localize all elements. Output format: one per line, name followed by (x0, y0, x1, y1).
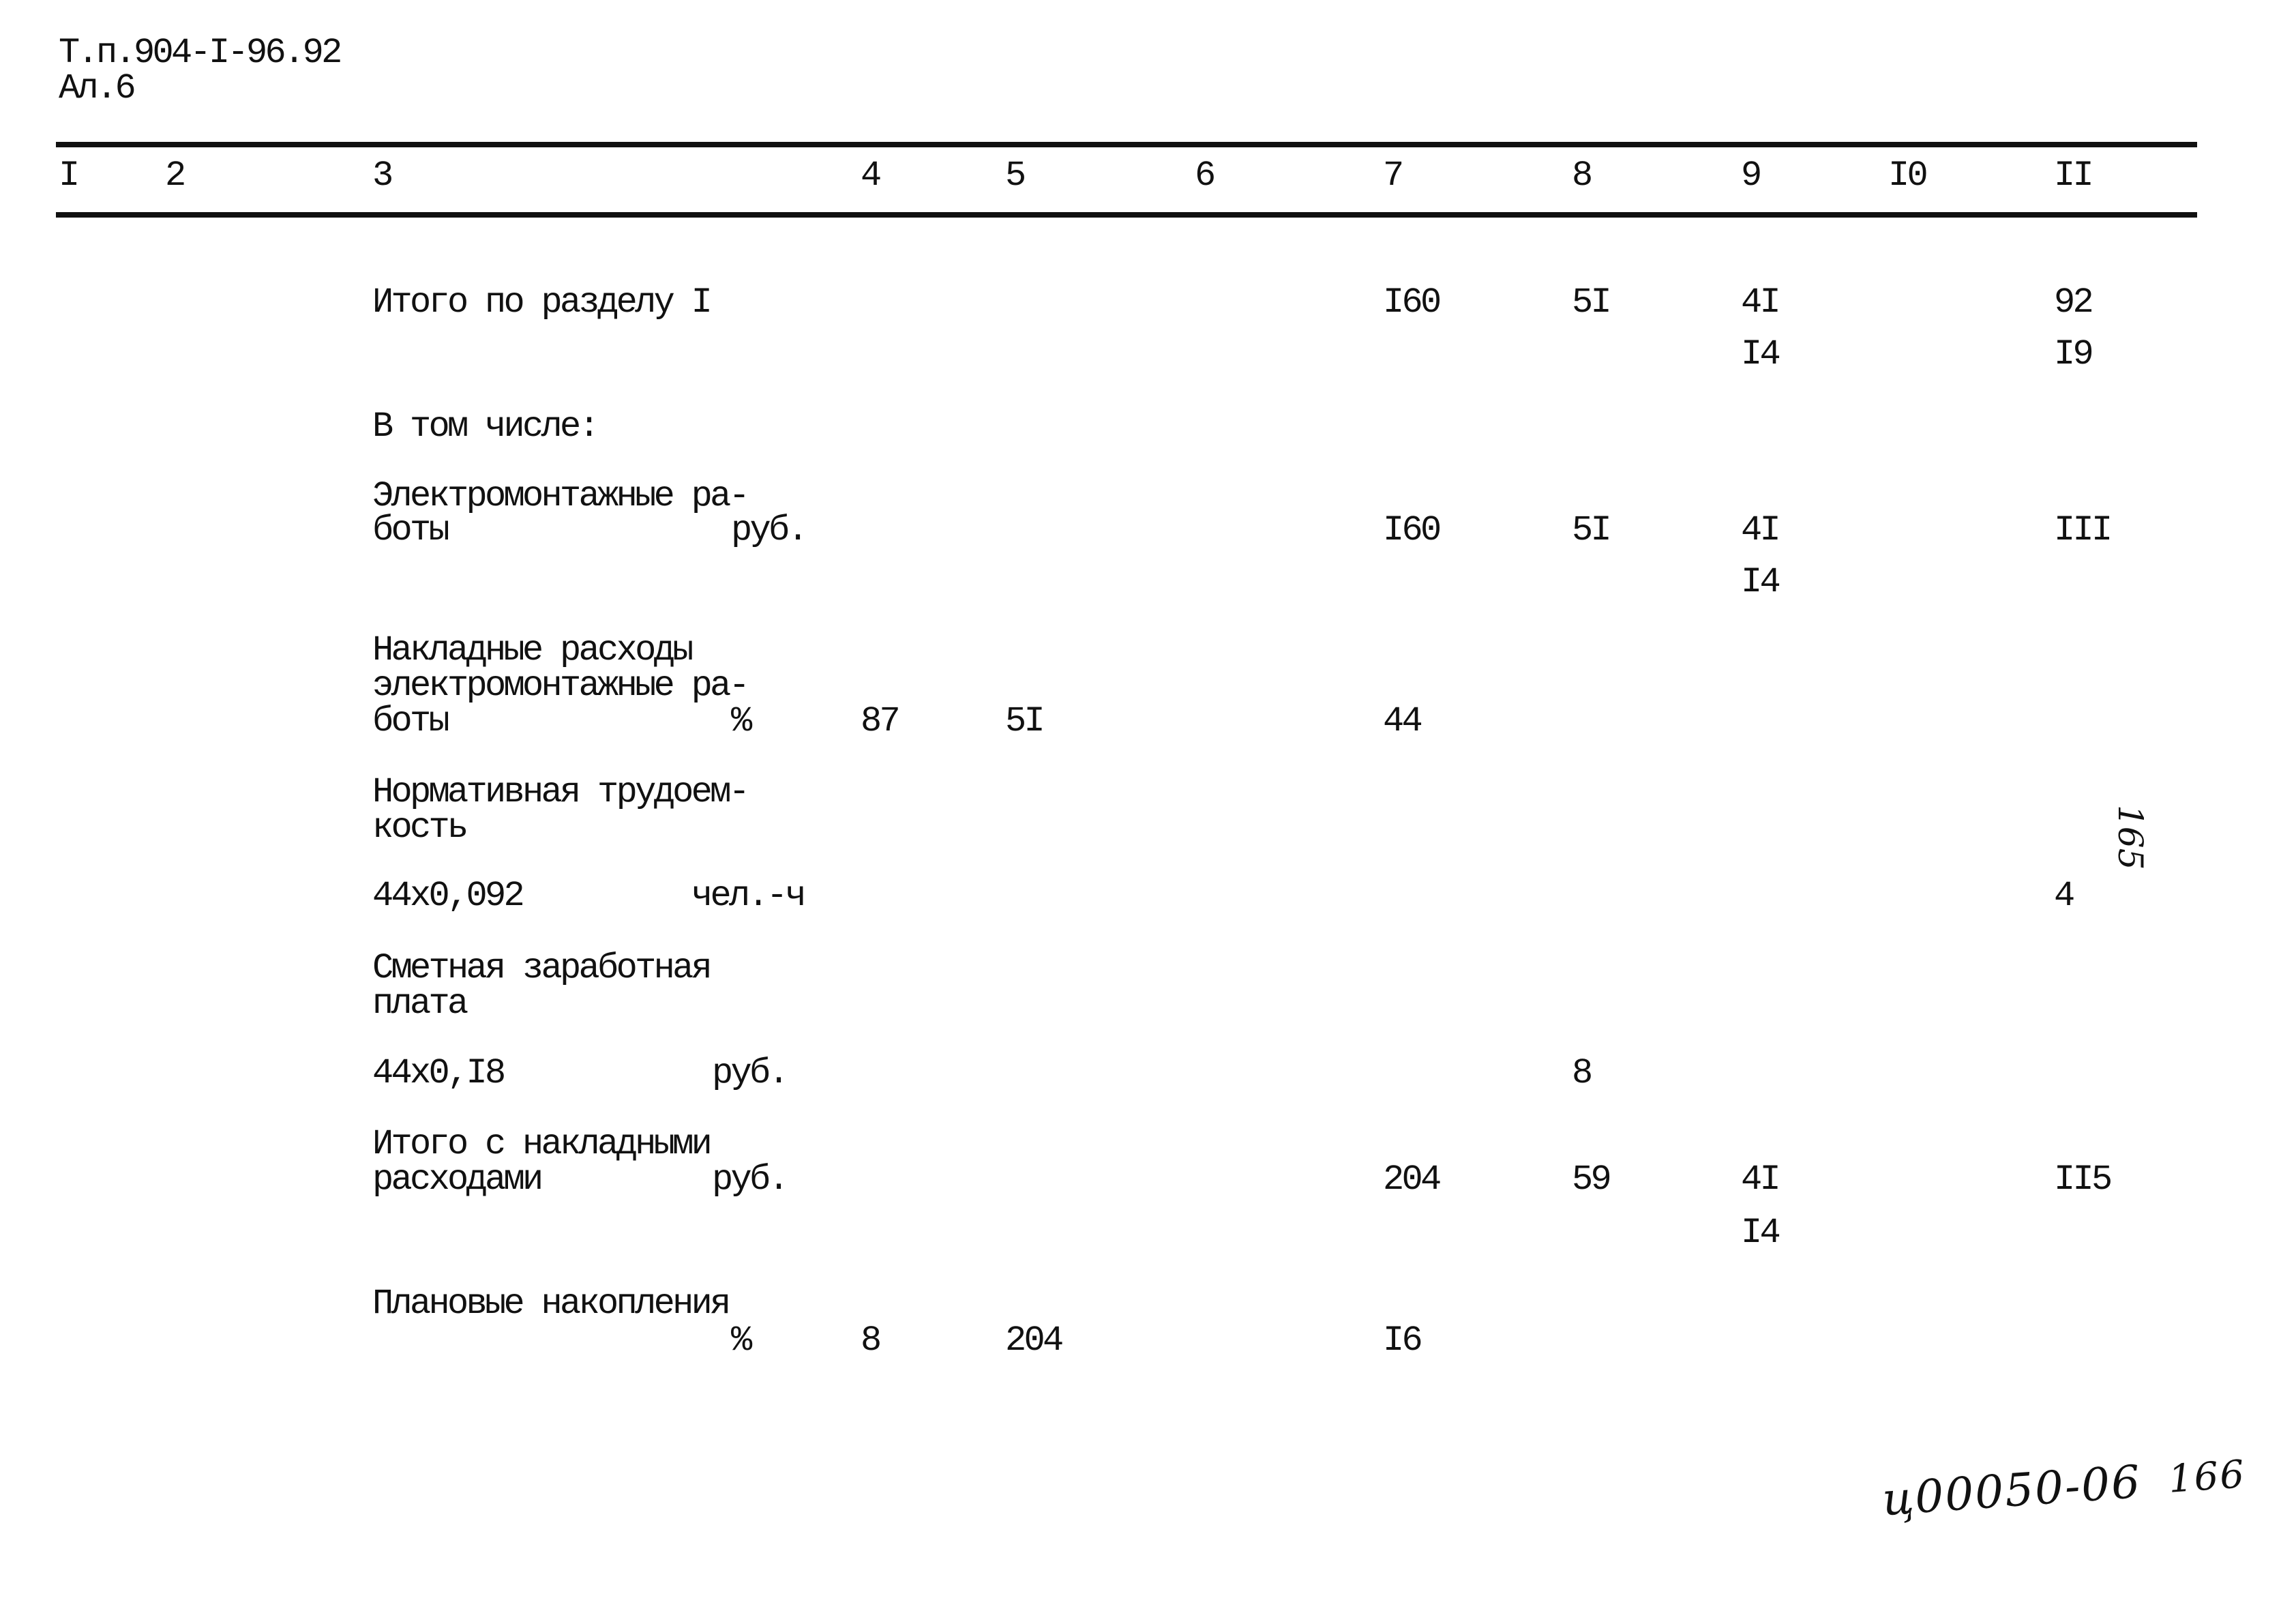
cell-col11: 92 (2054, 282, 2094, 323)
row-unit: чел.-ч (691, 876, 807, 916)
cell-col9: I4 (1741, 1213, 1781, 1253)
cell-col8: 8 (1572, 1053, 1593, 1093)
table-top-rule (56, 142, 2197, 147)
row-label: 44x0,092 (372, 876, 525, 916)
doc-code: Т.п.904-I-96.92 (59, 33, 342, 73)
handwritten-page: 166 (2166, 1452, 2247, 1502)
row-label: расходами (372, 1159, 543, 1200)
column-header: 3 (372, 156, 393, 196)
row-label: 44x0,I8 (372, 1053, 506, 1093)
row-label: Плановые накопления (372, 1284, 731, 1324)
cell-col5: 5I (1005, 701, 1045, 741)
column-header: 2 (165, 156, 186, 196)
row-unit: руб. (712, 1053, 790, 1093)
row-label: боты (372, 510, 450, 550)
cell-col7: 44 (1383, 701, 1423, 741)
cell-col7: I60 (1383, 510, 1442, 550)
cell-col4: 8 (861, 1320, 882, 1361)
cell-col7: 204 (1383, 1159, 1442, 1200)
cell-col7: I60 (1383, 282, 1442, 323)
column-header: I0 (1888, 156, 1928, 196)
column-header: 9 (1741, 156, 1762, 196)
cell-col9: 4I (1741, 282, 1781, 323)
row-label: электромонтажные ра- (372, 666, 750, 706)
page-number-stamp: 165 (2111, 805, 2150, 870)
cell-col4: 87 (861, 701, 901, 741)
column-header: I (59, 156, 80, 196)
cell-col9: 4I (1741, 510, 1781, 550)
album-number: Ал.6 (59, 68, 136, 108)
row-label: Итого с накладными (372, 1124, 713, 1164)
column-header: 6 (1195, 156, 1216, 196)
cell-col11: III (2054, 510, 2113, 550)
cell-col8: 5I (1572, 510, 1612, 550)
cell-col9: I4 (1741, 562, 1781, 602)
row-label: боты (372, 701, 450, 741)
column-header: 7 (1383, 156, 1404, 196)
row-label: Итого по разделу I (372, 282, 713, 323)
row-label: Накладные расходы (372, 630, 694, 670)
column-header: 5 (1005, 156, 1026, 196)
row-unit: руб. (712, 1159, 790, 1200)
cell-col9: I4 (1741, 334, 1781, 374)
row-label: Нормативная трудоем- (372, 772, 750, 812)
row-unit: % (731, 701, 752, 741)
cell-col8: 5I (1572, 282, 1612, 323)
row-label: Сметная заработная (372, 948, 713, 988)
row-label: Электромонтажные ра- (372, 476, 750, 516)
cell-col5: 204 (1005, 1320, 1064, 1361)
row-unit: руб. (731, 510, 809, 550)
cell-col7: I6 (1383, 1320, 1423, 1361)
cell-col11: II5 (2054, 1159, 2113, 1200)
cell-col8: 59 (1572, 1159, 1612, 1200)
column-header: II (2054, 156, 2094, 196)
row-unit: % (731, 1320, 752, 1361)
row-label: плата (372, 984, 468, 1024)
row-label: кость (372, 808, 468, 848)
handwritten-code: ц00050-06 (1880, 1455, 2143, 1526)
cell-col11: I9 (2054, 334, 2094, 374)
column-header: 4 (861, 156, 882, 196)
column-header: 8 (1572, 156, 1593, 196)
table-header-rule (56, 212, 2197, 218)
cell-col11: 4 (2054, 876, 2075, 916)
row-label: В том числе: (372, 407, 600, 447)
cell-col9: 4I (1741, 1159, 1781, 1200)
